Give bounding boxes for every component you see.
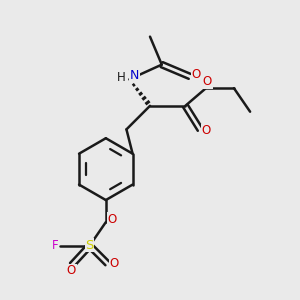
- Text: O: O: [108, 213, 117, 226]
- Text: O: O: [203, 75, 212, 88]
- Text: O: O: [201, 124, 211, 137]
- Text: F: F: [52, 239, 58, 252]
- Text: H: H: [117, 71, 126, 84]
- Text: N: N: [130, 69, 140, 82]
- Text: O: O: [192, 68, 201, 81]
- Text: O: O: [67, 264, 76, 277]
- Text: S: S: [85, 238, 94, 252]
- Text: O: O: [109, 257, 119, 270]
